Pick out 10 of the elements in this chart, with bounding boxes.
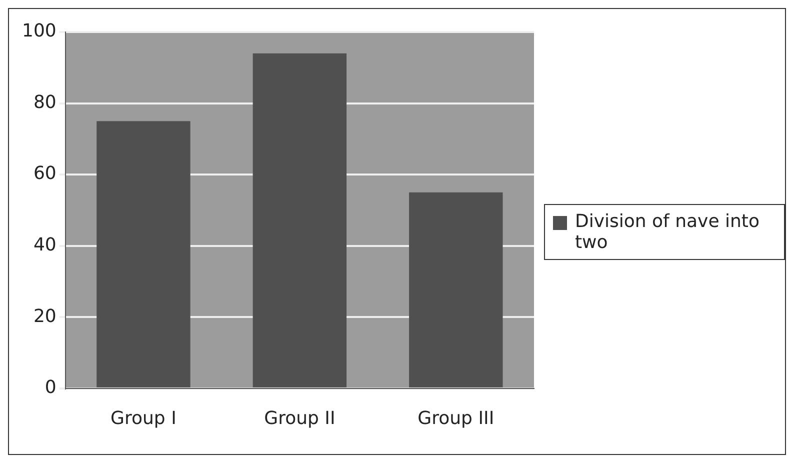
- y-tick-label: 0: [44, 376, 56, 398]
- x-tick-label: Group I: [110, 407, 176, 428]
- x-tick-label: Group III: [418, 407, 494, 428]
- x-tick-label: Group II: [264, 407, 336, 428]
- y-tick-label: 20: [33, 305, 56, 326]
- legend-label: Division of nave into two: [575, 210, 760, 252]
- y-tick-label: 60: [33, 162, 56, 184]
- y-tick-label: 100: [22, 20, 56, 42]
- y-tick-label: 80: [33, 91, 56, 112]
- y-tick-label: 40: [33, 234, 56, 256]
